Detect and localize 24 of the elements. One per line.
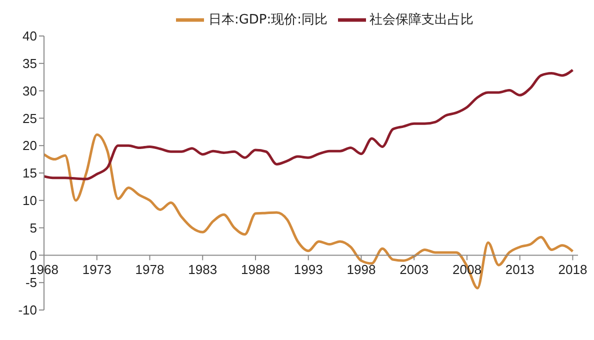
y-tick-label: 20 bbox=[22, 138, 37, 154]
x-tick-label: 1973 bbox=[82, 262, 112, 278]
y-tick-label: -5 bbox=[25, 275, 37, 290]
y-tick-label: 25 bbox=[22, 110, 37, 126]
y-tick-label: 15 bbox=[22, 166, 37, 181]
x-tick-label: 2018 bbox=[558, 262, 588, 278]
y-tick-label: 5 bbox=[30, 220, 37, 236]
x-tick-label: 1983 bbox=[188, 262, 218, 278]
legend-label: 日本:GDP:现价:同比 bbox=[208, 12, 328, 28]
y-tick-label: 30 bbox=[22, 83, 37, 98]
line-series bbox=[44, 68, 574, 180]
x-tick-label: 1978 bbox=[135, 262, 164, 278]
y-tick-label: 0 bbox=[30, 248, 37, 263]
x-tick-label: 1968 bbox=[30, 262, 58, 278]
x-tick-label: 2003 bbox=[400, 262, 429, 278]
x-tick-label: 1998 bbox=[346, 262, 376, 278]
legend-label: 社会保障支出占比 bbox=[370, 12, 474, 28]
y-tick-label: 10 bbox=[22, 193, 37, 208]
x-tick-label: 1988 bbox=[241, 262, 270, 278]
y-tick-label: 40 bbox=[22, 28, 37, 44]
x-tick-label: 2013 bbox=[505, 262, 534, 278]
y-tick-label: -10 bbox=[18, 302, 37, 318]
x-tick-label: 1993 bbox=[294, 262, 323, 278]
y-tick-label: 35 bbox=[22, 56, 37, 72]
